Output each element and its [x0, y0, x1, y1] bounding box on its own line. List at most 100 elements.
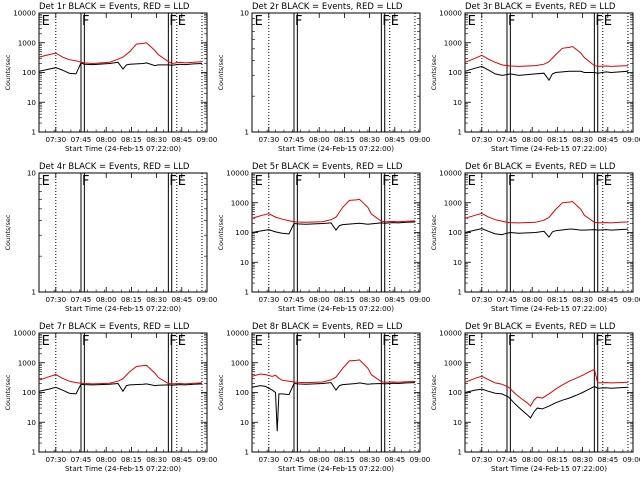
plot-frame: [38, 172, 208, 293]
y-tick-label: 1000: [444, 358, 463, 367]
x-tick-label: 08:45: [384, 455, 405, 464]
x-tick-label: 08:45: [597, 455, 618, 464]
flag-label: F: [82, 334, 89, 349]
flag-label: F: [595, 14, 602, 29]
x-tick-label: 09:00: [410, 295, 431, 304]
events-series-line: [251, 221, 416, 235]
x-tick-label: 08:30: [572, 455, 593, 464]
x-tick-label: 07:30: [45, 295, 66, 304]
x-axis-label: Start Time (24-Feb-15 07:22:00): [278, 464, 394, 473]
x-tick-label: 07:30: [45, 455, 66, 464]
x-tick-label: 08:15: [547, 295, 568, 304]
y-tick-label: 10: [27, 98, 37, 107]
panel-title: Det 6r BLACK = Events, RED = LLD: [465, 162, 616, 172]
y-tick-label: 10: [240, 418, 250, 427]
flag-label: F: [508, 334, 515, 349]
x-tick-label: 08:15: [334, 295, 355, 304]
x-tick-label: 07:30: [471, 295, 492, 304]
y-tick-label: 10: [240, 258, 250, 267]
y-tick-label: 1000: [444, 198, 463, 207]
x-tick-label: 08:15: [334, 455, 355, 464]
flag-label: E: [604, 334, 612, 349]
plot-frame: [464, 332, 634, 453]
detector-panel-8: Det 8r BLACK = Events, RED = LLD 1 10 100 10…: [217, 322, 431, 473]
flag-label: F: [295, 334, 302, 349]
flag-label: F: [295, 174, 302, 189]
y-tick-label: 10: [453, 98, 463, 107]
flag-label: F: [169, 174, 176, 189]
flag-label: F: [382, 334, 389, 349]
y-axis-label: Counts/sec: [430, 214, 438, 250]
y-tick-label: 10000: [13, 329, 36, 338]
flag-label: E: [391, 334, 399, 349]
lld-series-line: [251, 198, 416, 223]
flag-label: F: [169, 14, 176, 29]
x-tick-label: 07:45: [71, 455, 92, 464]
x-axis-label: Start Time (24-Feb-15 07:22:00): [491, 464, 607, 473]
y-tick-label: 10000: [226, 329, 249, 338]
panel-title: Det 9r BLACK = Events, RED = LLD: [465, 322, 616, 332]
flag-label: E: [255, 334, 263, 349]
x-tick-label: 07:45: [71, 295, 92, 304]
x-tick-label: 08:30: [359, 455, 380, 464]
detector-panel-4: Det 4r BLACK = Events, RED = LLD 1 10 07:30…: [4, 162, 218, 313]
x-tick-label: 08:00: [309, 135, 330, 144]
x-tick-label: 08:00: [522, 455, 543, 464]
x-tick-label: 09:00: [197, 455, 218, 464]
flag-label: E: [468, 174, 476, 189]
panel-title: Det 8r BLACK = Events, RED = LLD: [252, 322, 403, 332]
x-tick-label: 08:45: [597, 295, 618, 304]
plot-frame: [464, 172, 634, 293]
y-tick-label: 1000: [444, 38, 463, 47]
y-tick-label: 100: [448, 388, 462, 397]
y-tick-label: 1000: [231, 198, 250, 207]
x-tick-label: 08:45: [384, 295, 405, 304]
detector-panel-2: Det 2r BLACK = Events, RED = LLD 1 10 07:30…: [217, 2, 431, 153]
x-tick-label: 08:30: [572, 295, 593, 304]
y-tick-label: 10: [453, 418, 463, 427]
x-tick-label: 09:00: [410, 135, 431, 144]
x-tick-label: 08:45: [171, 295, 192, 304]
x-tick-label: 08:15: [547, 135, 568, 144]
x-tick-label: 08:15: [121, 135, 142, 144]
flag-label: F: [82, 174, 89, 189]
x-tick-label: 07:30: [258, 135, 279, 144]
events-series-line: [464, 228, 629, 238]
y-tick-label: 100: [235, 228, 249, 237]
y-tick-label: 10000: [439, 329, 462, 338]
events-series-line: [38, 61, 203, 75]
detector-panel-3: Det 3r BLACK = Events, RED = LLD 1 10 100 10…: [430, 2, 640, 153]
y-tick-label: 100: [448, 68, 462, 77]
x-tick-label: 07:45: [71, 135, 92, 144]
panel-title: Det 1r BLACK = Events, RED = LLD: [39, 2, 190, 12]
panel-title: Det 2r BLACK = Events, RED = LLD: [252, 2, 403, 12]
flag-label: E: [255, 174, 263, 189]
x-tick-label: 09:00: [623, 455, 640, 464]
y-tick-label: 100: [22, 388, 36, 397]
detector-panel-9: Det 9r BLACK = Events, RED = LLD 1 10 100 10…: [430, 322, 640, 473]
y-tick-label: 100: [235, 388, 249, 397]
lld-series-line: [464, 200, 629, 224]
flag-label: E: [42, 174, 50, 189]
x-tick-label: 08:00: [96, 135, 117, 144]
x-tick-label: 08:45: [384, 135, 405, 144]
y-tick-label: 1: [244, 448, 249, 457]
y-tick-label: 1: [244, 288, 249, 297]
x-tick-label: 09:00: [197, 295, 218, 304]
y-axis-label: Counts/sec: [430, 374, 438, 410]
flag-label: E: [391, 14, 399, 29]
x-tick-label: 08:45: [171, 135, 192, 144]
flag-label: E: [391, 174, 399, 189]
plot-frame: [38, 332, 208, 453]
y-tick-label: 1: [457, 448, 462, 457]
flag-label: F: [508, 174, 515, 189]
flag-label: E: [178, 334, 186, 349]
detector-panel-1: Det 1r BLACK = Events, RED = LLD 1 10 100 10…: [4, 2, 218, 153]
detector-panel-7: Det 7r BLACK = Events, RED = LLD 1 10 100 10…: [4, 322, 218, 473]
flag-label: E: [42, 14, 50, 29]
y-axis-label: Counts/sec: [4, 374, 12, 410]
lld-series-line: [38, 364, 203, 385]
y-tick-label: 1000: [18, 358, 37, 367]
y-tick-label: 10000: [226, 169, 249, 178]
